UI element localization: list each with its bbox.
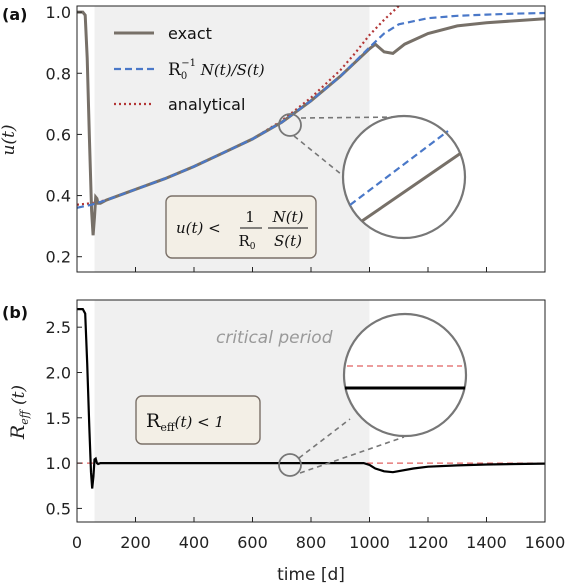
panel-b: 2.5 2.0 1.5 1.0 0.5 (b) Reff (t) critical pe… bbox=[2, 299, 546, 523]
zoom-circle-b bbox=[342, 312, 468, 438]
panel-b-y-ticks: 2.5 2.0 1.5 1.0 0.5 bbox=[46, 318, 82, 518]
zoom-connector-b-top bbox=[298, 418, 351, 459]
zoom-connector-a-top bbox=[300, 116, 403, 119]
x-tick-label: 200 bbox=[120, 533, 151, 552]
x-tick-label: 1400 bbox=[466, 533, 507, 552]
panel-a-y-tick-label: 0.2 bbox=[46, 248, 71, 267]
x-axis-label: time [d] bbox=[277, 565, 345, 585]
inequality-box-a: u(t) < 1 R0 N(t) S(t) bbox=[165, 195, 317, 259]
zoom-a-approx-line bbox=[349, 130, 449, 206]
legend-approx-label: R0−1 N(t)/S(t) bbox=[168, 58, 265, 82]
x-tick-label: 400 bbox=[179, 533, 210, 552]
x-tick-label: 0 bbox=[72, 533, 82, 552]
legend-exact-label: exact bbox=[168, 24, 212, 43]
zoom-connector-a-bottom bbox=[293, 135, 353, 184]
series-reff-line bbox=[77, 308, 545, 489]
x-axis: 0 200 400 600 800 1000 1200 1400 1600 bbox=[72, 267, 565, 552]
panel-b-y-tick-label: 2.0 bbox=[46, 363, 71, 382]
panel-b-y-tick-label: 1.0 bbox=[46, 454, 71, 473]
inequality-b-text: Reff(t) < 1 bbox=[146, 410, 224, 434]
panel-a-y-ticks: 1.0 0.8 0.6 0.4 0.2 bbox=[46, 3, 82, 267]
x-tick-label: 1200 bbox=[408, 533, 449, 552]
legend: exact R0−1 N(t)/S(t) analytical bbox=[114, 24, 265, 114]
series-approx-line bbox=[77, 11, 545, 209]
x-tick-label: 600 bbox=[237, 533, 268, 552]
x-tick-label: 1000 bbox=[349, 533, 390, 552]
x-tick-label: 1600 bbox=[525, 533, 566, 552]
panel-a-ylabel: u(t) bbox=[0, 124, 19, 155]
panel-b-y-tick-label: 0.5 bbox=[46, 499, 71, 518]
panel-a-label: (a) bbox=[2, 5, 27, 24]
x-tick-label: 800 bbox=[296, 533, 327, 552]
zoom-connector-b-bottom bbox=[299, 436, 405, 474]
panel-a-y-tick-label: 0.4 bbox=[46, 187, 71, 206]
legend-analytical-label: analytical bbox=[168, 95, 245, 114]
zoom-a-exact-line bbox=[361, 151, 462, 223]
panel-b-y-tick-label: 2.5 bbox=[46, 318, 71, 337]
zoom-inset-a bbox=[278, 113, 467, 240]
panel-a-y-tick-label: 0.6 bbox=[46, 125, 71, 144]
zoom-marker-a bbox=[278, 113, 302, 137]
panel-b-label: (b) bbox=[2, 303, 28, 322]
zoom-circle-a bbox=[341, 114, 467, 240]
inequality-a-frac1-den: R0 bbox=[238, 232, 255, 252]
inequality-box-b: Reff(t) < 1 bbox=[135, 395, 261, 445]
panel-a: 1.0 0.8 0.6 0.4 0.2 (a) u(t) exact R0−1 N(t)… bbox=[0, 3, 546, 273]
panel-a-y-tick-label: 1.0 bbox=[46, 3, 71, 22]
panel-b-ylabel: Reff (t) bbox=[7, 385, 31, 440]
zoom-inset-b bbox=[278, 312, 468, 477]
inequality-a-frac2-num: N(t) bbox=[272, 208, 304, 226]
inequality-a-frac1-num: 1 bbox=[245, 208, 255, 226]
inequality-a-lhs: u(t) < bbox=[176, 219, 221, 237]
critical-period-label: critical period bbox=[216, 328, 333, 348]
panel-b-y-tick-label: 1.5 bbox=[46, 409, 71, 428]
zoom-marker-b bbox=[278, 453, 302, 477]
panel-a-y-tick-label: 0.8 bbox=[46, 64, 71, 83]
inequality-a-frac2-den: S(t) bbox=[274, 232, 302, 250]
